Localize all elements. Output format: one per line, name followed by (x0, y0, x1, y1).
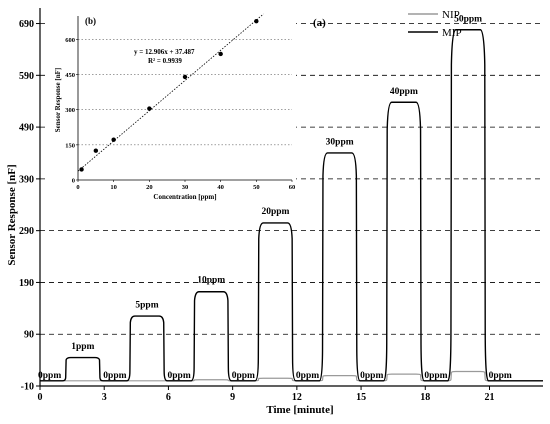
series-line-nip (40, 370, 543, 382)
annotation-2: 10ppm (197, 276, 225, 286)
y-tick-label-7: 690 (19, 19, 34, 30)
inset-y-tick-label-1: 150 (65, 142, 75, 149)
inset-gridlines (78, 39, 292, 146)
concentration-labels: 1ppm 5ppm 10ppm 20ppm 30ppm 40ppm 50ppm 0ppm 0pp… (38, 15, 512, 381)
x-tick-label-7: 21 (484, 392, 494, 403)
annotation-6: 50ppm (454, 15, 482, 25)
inset-x-axis-title: Concentration [ppm] (153, 193, 216, 201)
annotation-0: 1ppm (71, 342, 94, 352)
annotation-1: 5ppm (135, 300, 158, 310)
x-tick-label-6: 18 (420, 392, 430, 403)
annotation-9: 0ppm (168, 371, 191, 381)
inset-y-axis-title: Sensor Response [nF] (54, 68, 62, 132)
annotation-12: 0ppm (360, 371, 383, 381)
x-tick-label-5: 15 (356, 392, 366, 403)
inset-point-1 (93, 148, 99, 153)
y-tick-label-4: 390 (19, 174, 34, 185)
inset-point-5 (218, 51, 223, 57)
inset-y-tick-label-2: 300 (65, 107, 75, 114)
inset-x-tick-label-0: 0 (76, 184, 79, 191)
inset-y-tick-label-0: 0 (72, 178, 75, 185)
y-tick-label-3: 290 (19, 226, 34, 237)
annotation-5: 40ppm (390, 87, 418, 97)
inset-x-tick-label-2: 20 (146, 184, 153, 191)
x-tick-label-0: 0 (38, 392, 43, 403)
inset-axes (76, 16, 293, 182)
inset-y-tick-label-4: 600 (65, 37, 75, 44)
y-tick-label-5: 490 (19, 123, 34, 134)
annotation-13: 0ppm (424, 371, 447, 381)
inset-y-tick-label-3: 450 (65, 72, 75, 79)
main-tick-labels: 0 3 6 9 12 15 18 21 -10 90 190 290 390 490 590 690 (19, 19, 494, 403)
y-tick-label-6: 590 (19, 71, 34, 82)
inset-point-4 (182, 74, 188, 80)
series-line-mip (40, 29, 543, 382)
x-tick-label-3: 9 (230, 392, 235, 403)
main-axes (36, 8, 543, 390)
fit-equation: y = 12.906x + 37.487 (134, 48, 195, 56)
inset-point-6 (254, 18, 259, 24)
inset-x-tick-label-3: 30 (182, 184, 189, 191)
y-tick-label-0: -10 (21, 382, 34, 393)
annotation-8: 0ppm (103, 371, 126, 381)
inset-data-points (79, 18, 259, 172)
annotation-4: 30ppm (326, 137, 354, 147)
x-tick-label-1: 3 (102, 392, 107, 403)
panel-label-a: (a) (313, 17, 326, 29)
x-tick-label-4: 12 (292, 392, 302, 403)
fit-r-squared: R² = 0.9939 (148, 57, 182, 65)
main-series-lines (40, 29, 543, 382)
inset-x-tick-label-1: 10 (110, 184, 117, 191)
annotation-10: 0ppm (232, 371, 255, 381)
legend-label-mip: MIP (442, 27, 462, 39)
inset-point-0 (79, 167, 84, 172)
legend-label-nip: NIP (442, 9, 460, 21)
y-tick-label-2: 190 (19, 278, 34, 289)
inset-x-tick-label-4: 40 (217, 184, 224, 191)
inset-background (49, 9, 296, 207)
annotation-7: 0ppm (38, 371, 61, 381)
main-y-axis-title: Sensor Response [nF] (6, 164, 18, 265)
main-x-axis-title: Time [minute] (266, 404, 333, 416)
annotation-14: 0ppm (489, 371, 512, 381)
inset-x-tick-label-6: 60 (289, 184, 296, 191)
legend: NIP MIP (408, 9, 462, 39)
panel-label-b: (b) (85, 16, 96, 26)
inset-x-tick-label-5: 50 (253, 184, 260, 191)
x-tick-label-2: 6 (166, 392, 171, 403)
inset-point-2 (111, 137, 116, 142)
annotation-3: 20ppm (261, 207, 289, 217)
annotation-11: 0ppm (296, 371, 319, 381)
inset-point-3 (147, 106, 152, 111)
y-tick-label-1: 90 (24, 330, 34, 341)
